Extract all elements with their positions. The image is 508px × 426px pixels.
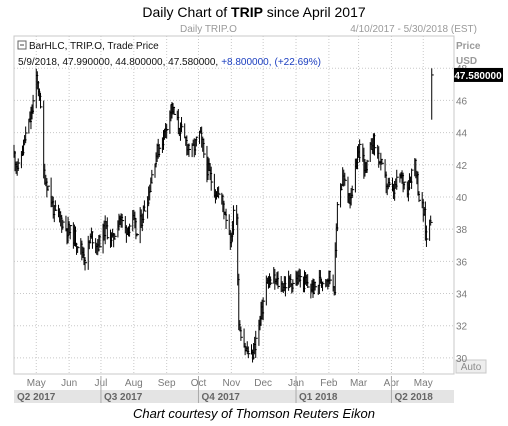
x-quarter-label: Q2 2018 bbox=[394, 392, 433, 403]
quarter-band bbox=[14, 390, 454, 403]
x-month-label: Nov bbox=[222, 378, 240, 389]
legend-values: 5/9/2018, 47.990000, 44.800000, 47.58000… bbox=[18, 57, 321, 68]
x-month-label: Dec bbox=[254, 378, 272, 389]
legend-series: BarHLC, TRIP.O, Trade Price bbox=[29, 41, 159, 52]
axis-unit-sub: USD bbox=[456, 56, 477, 67]
x-month-label: Jun bbox=[61, 378, 77, 389]
x-month-label: May bbox=[27, 378, 46, 389]
title-suffix: since April 2017 bbox=[262, 4, 366, 20]
x-month-label: May bbox=[414, 378, 433, 389]
title-symbol: TRIP bbox=[231, 4, 263, 20]
y-tick-label: 42 bbox=[456, 161, 468, 172]
legend-values-text: 5/9/2018, 47.990000, 44.800000, 47.58000… bbox=[18, 57, 218, 68]
auto-button-label: Auto bbox=[461, 362, 482, 373]
chart-caption: Chart courtesy of Thomson Reuters Eikon bbox=[132, 406, 376, 421]
date-range: 4/10/2017 - 5/30/2018 (EST) bbox=[350, 24, 477, 35]
auto-button[interactable] bbox=[455, 359, 487, 374]
axis-unit-title: Price bbox=[456, 41, 481, 52]
y-tick-label: 34 bbox=[456, 290, 468, 301]
y-tick-label: 36 bbox=[456, 257, 468, 268]
last-price-marker: 47.580000 bbox=[454, 67, 503, 82]
x-quarter-label: Q4 2017 bbox=[201, 392, 240, 403]
x-month-label: Mar bbox=[350, 378, 368, 389]
price-bars bbox=[13, 68, 434, 363]
last-price-box bbox=[454, 67, 503, 82]
x-month-label: Feb bbox=[320, 378, 338, 389]
chart-name: Daily TRIP.O bbox=[180, 24, 237, 35]
x-month-label: Aug bbox=[125, 378, 143, 389]
y-tick-label: 40 bbox=[456, 193, 468, 204]
x-quarter-label: Q3 2017 bbox=[104, 392, 143, 403]
legend-change-pct: (+22.69%) bbox=[275, 57, 321, 68]
chart-header: Daily TRIP.O 4/10/2017 - 5/30/2018 (EST) bbox=[180, 24, 477, 35]
legend-change: +8.800000, bbox=[221, 57, 271, 68]
y-tick-label: 32 bbox=[456, 322, 468, 333]
y-tick-label: 44 bbox=[456, 129, 468, 140]
chart-legend: BarHLC, TRIP.O, Trade Price 5/9/2018, 47… bbox=[17, 40, 321, 68]
y-tick-label: 38 bbox=[456, 225, 468, 236]
x-quarter-label: Q1 2018 bbox=[299, 392, 338, 403]
time-axis: May Jun Jul Aug Sep Oct Nov Dec Jan Feb Mar Apr MayQ… bbox=[14, 376, 454, 403]
price-axis: Price USD Auto 30323436384042444648 bbox=[455, 41, 487, 374]
page-title: Daily Chart of TRIP since April 2017 bbox=[0, 4, 508, 20]
y-tick-label: 30 bbox=[456, 354, 468, 365]
x-quarter-label: Q2 2017 bbox=[17, 392, 56, 403]
last-price-label: 47.580000 bbox=[454, 71, 502, 82]
plot-frame bbox=[13, 35, 455, 375]
title-prefix: Daily Chart of bbox=[142, 4, 232, 20]
y-tick-label: 46 bbox=[456, 96, 468, 107]
x-month-label: Sep bbox=[158, 378, 176, 389]
